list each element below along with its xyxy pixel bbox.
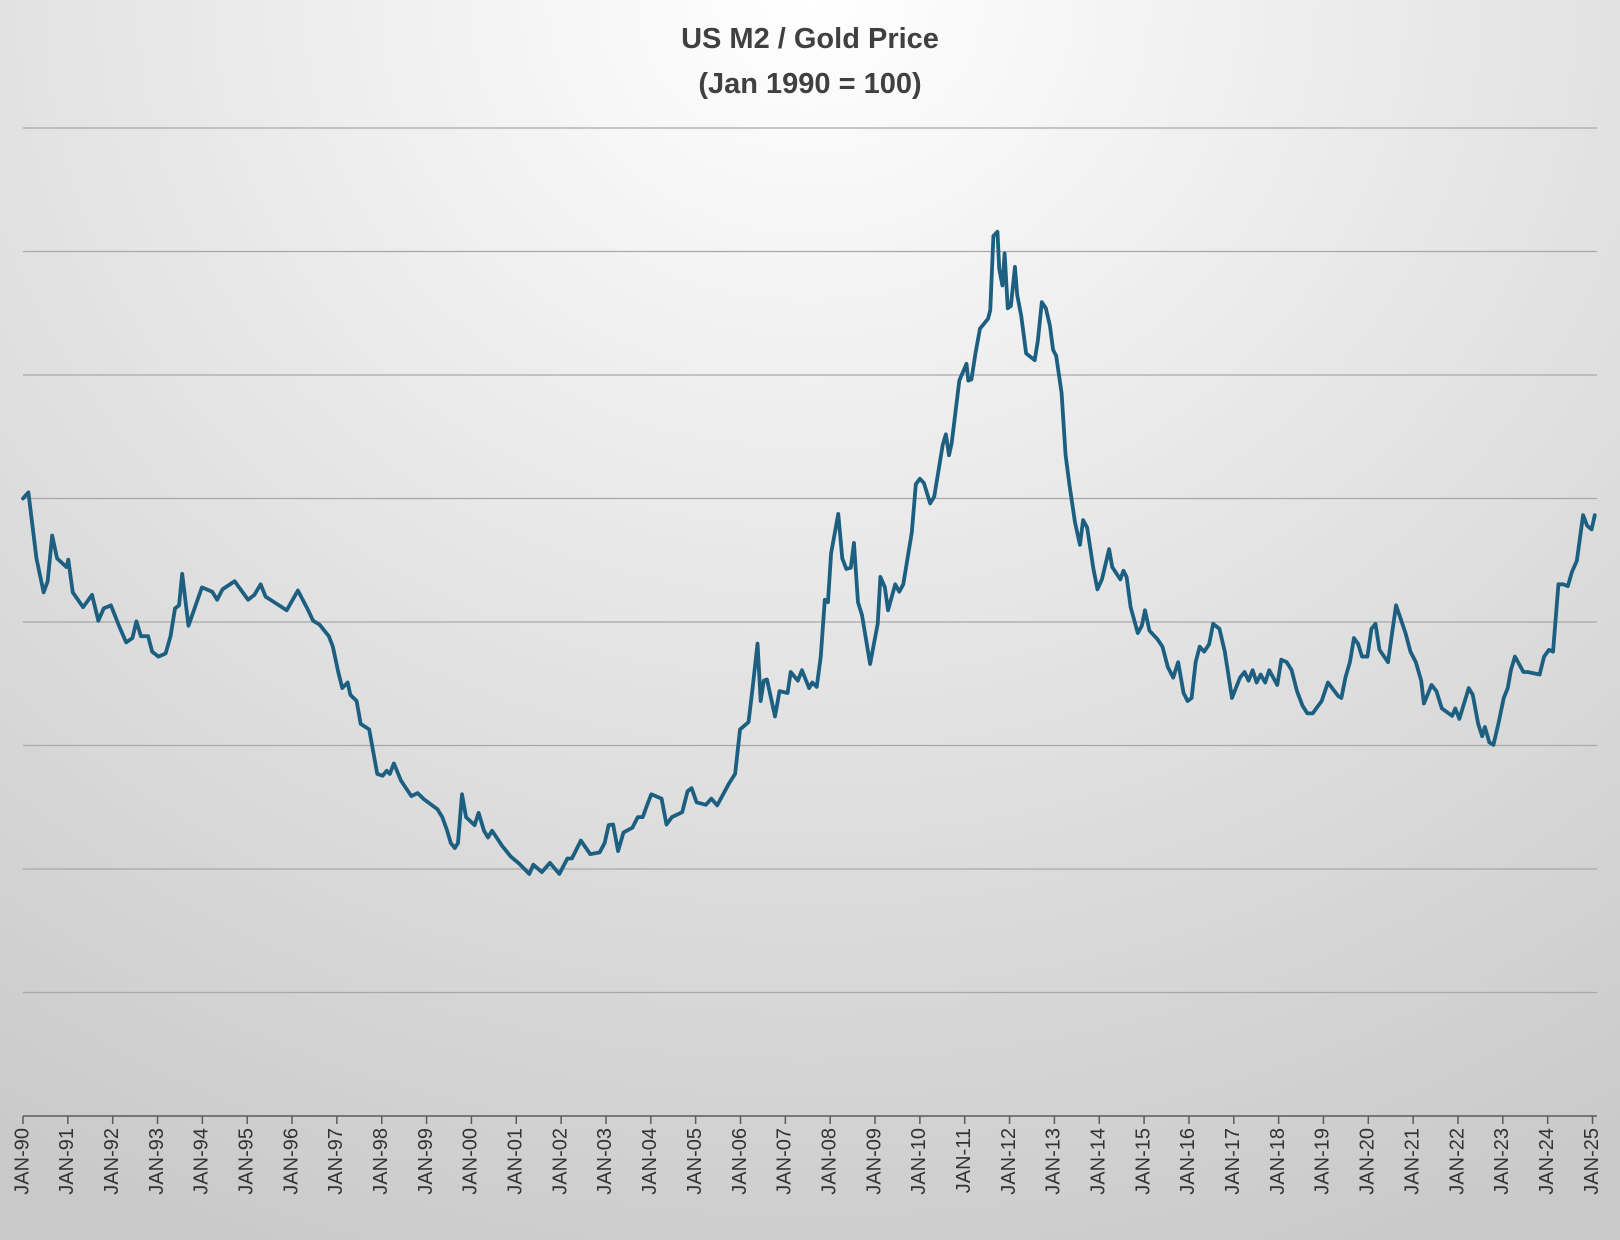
x-tick-label: JAN-16 [1177,1128,1199,1195]
x-tick-label: JAN-96 [280,1128,302,1195]
x-tick-label: JAN-01 [505,1128,527,1195]
x-tick-label: JAN-99 [415,1128,437,1195]
x-tick-label: JAN-98 [370,1128,392,1195]
x-tick-label: JAN-24 [1536,1128,1558,1195]
x-tick-label: JAN-25 [1581,1128,1603,1195]
x-tick-label: JAN-23 [1491,1128,1513,1195]
x-tick-label: JAN-18 [1267,1128,1289,1195]
chart-subtitle: (Jan 1990 = 100) [698,68,921,100]
x-tick-label: JAN-00 [460,1128,482,1195]
x-tick-label: JAN-17 [1222,1128,1244,1195]
x-tick-label: JAN-21 [1401,1128,1423,1195]
x-tick-label: JAN-95 [235,1128,257,1195]
x-tick-label: JAN-94 [191,1128,213,1195]
x-tick-label: JAN-04 [639,1128,661,1195]
x-tick-label: JAN-93 [146,1128,168,1195]
x-tick-label: JAN-07 [774,1128,796,1195]
x-tick-label: JAN-06 [729,1128,751,1195]
data-line [21,229,1597,876]
x-tick-label: JAN-11 [953,1128,975,1193]
x-tick-label: JAN-91 [56,1128,78,1195]
x-tick-label: JAN-03 [594,1128,616,1195]
x-tick-label: JAN-15 [1132,1128,1154,1195]
x-tick-label: JAN-08 [818,1128,840,1195]
chart-title: US M2 / Gold Price [681,23,939,55]
x-tick-label: JAN-97 [325,1128,347,1195]
x-tick-label: JAN-02 [549,1128,571,1195]
x-tick-label: JAN-09 [863,1128,885,1195]
x-tick-label: JAN-10 [908,1128,930,1195]
x-tick-label: JAN-13 [1043,1128,1065,1195]
x-tick-label: JAN-14 [1088,1128,1110,1195]
x-tick-label: JAN-05 [684,1128,706,1195]
x-tick-label: JAN-19 [1312,1128,1334,1195]
x-tick-label: JAN-12 [998,1128,1020,1195]
x-tick-label: JAN-22 [1446,1128,1468,1195]
x-tick-label: JAN-90 [11,1128,33,1195]
x-tick-label: JAN-92 [101,1128,123,1195]
x-tick-label: JAN-20 [1357,1128,1379,1195]
